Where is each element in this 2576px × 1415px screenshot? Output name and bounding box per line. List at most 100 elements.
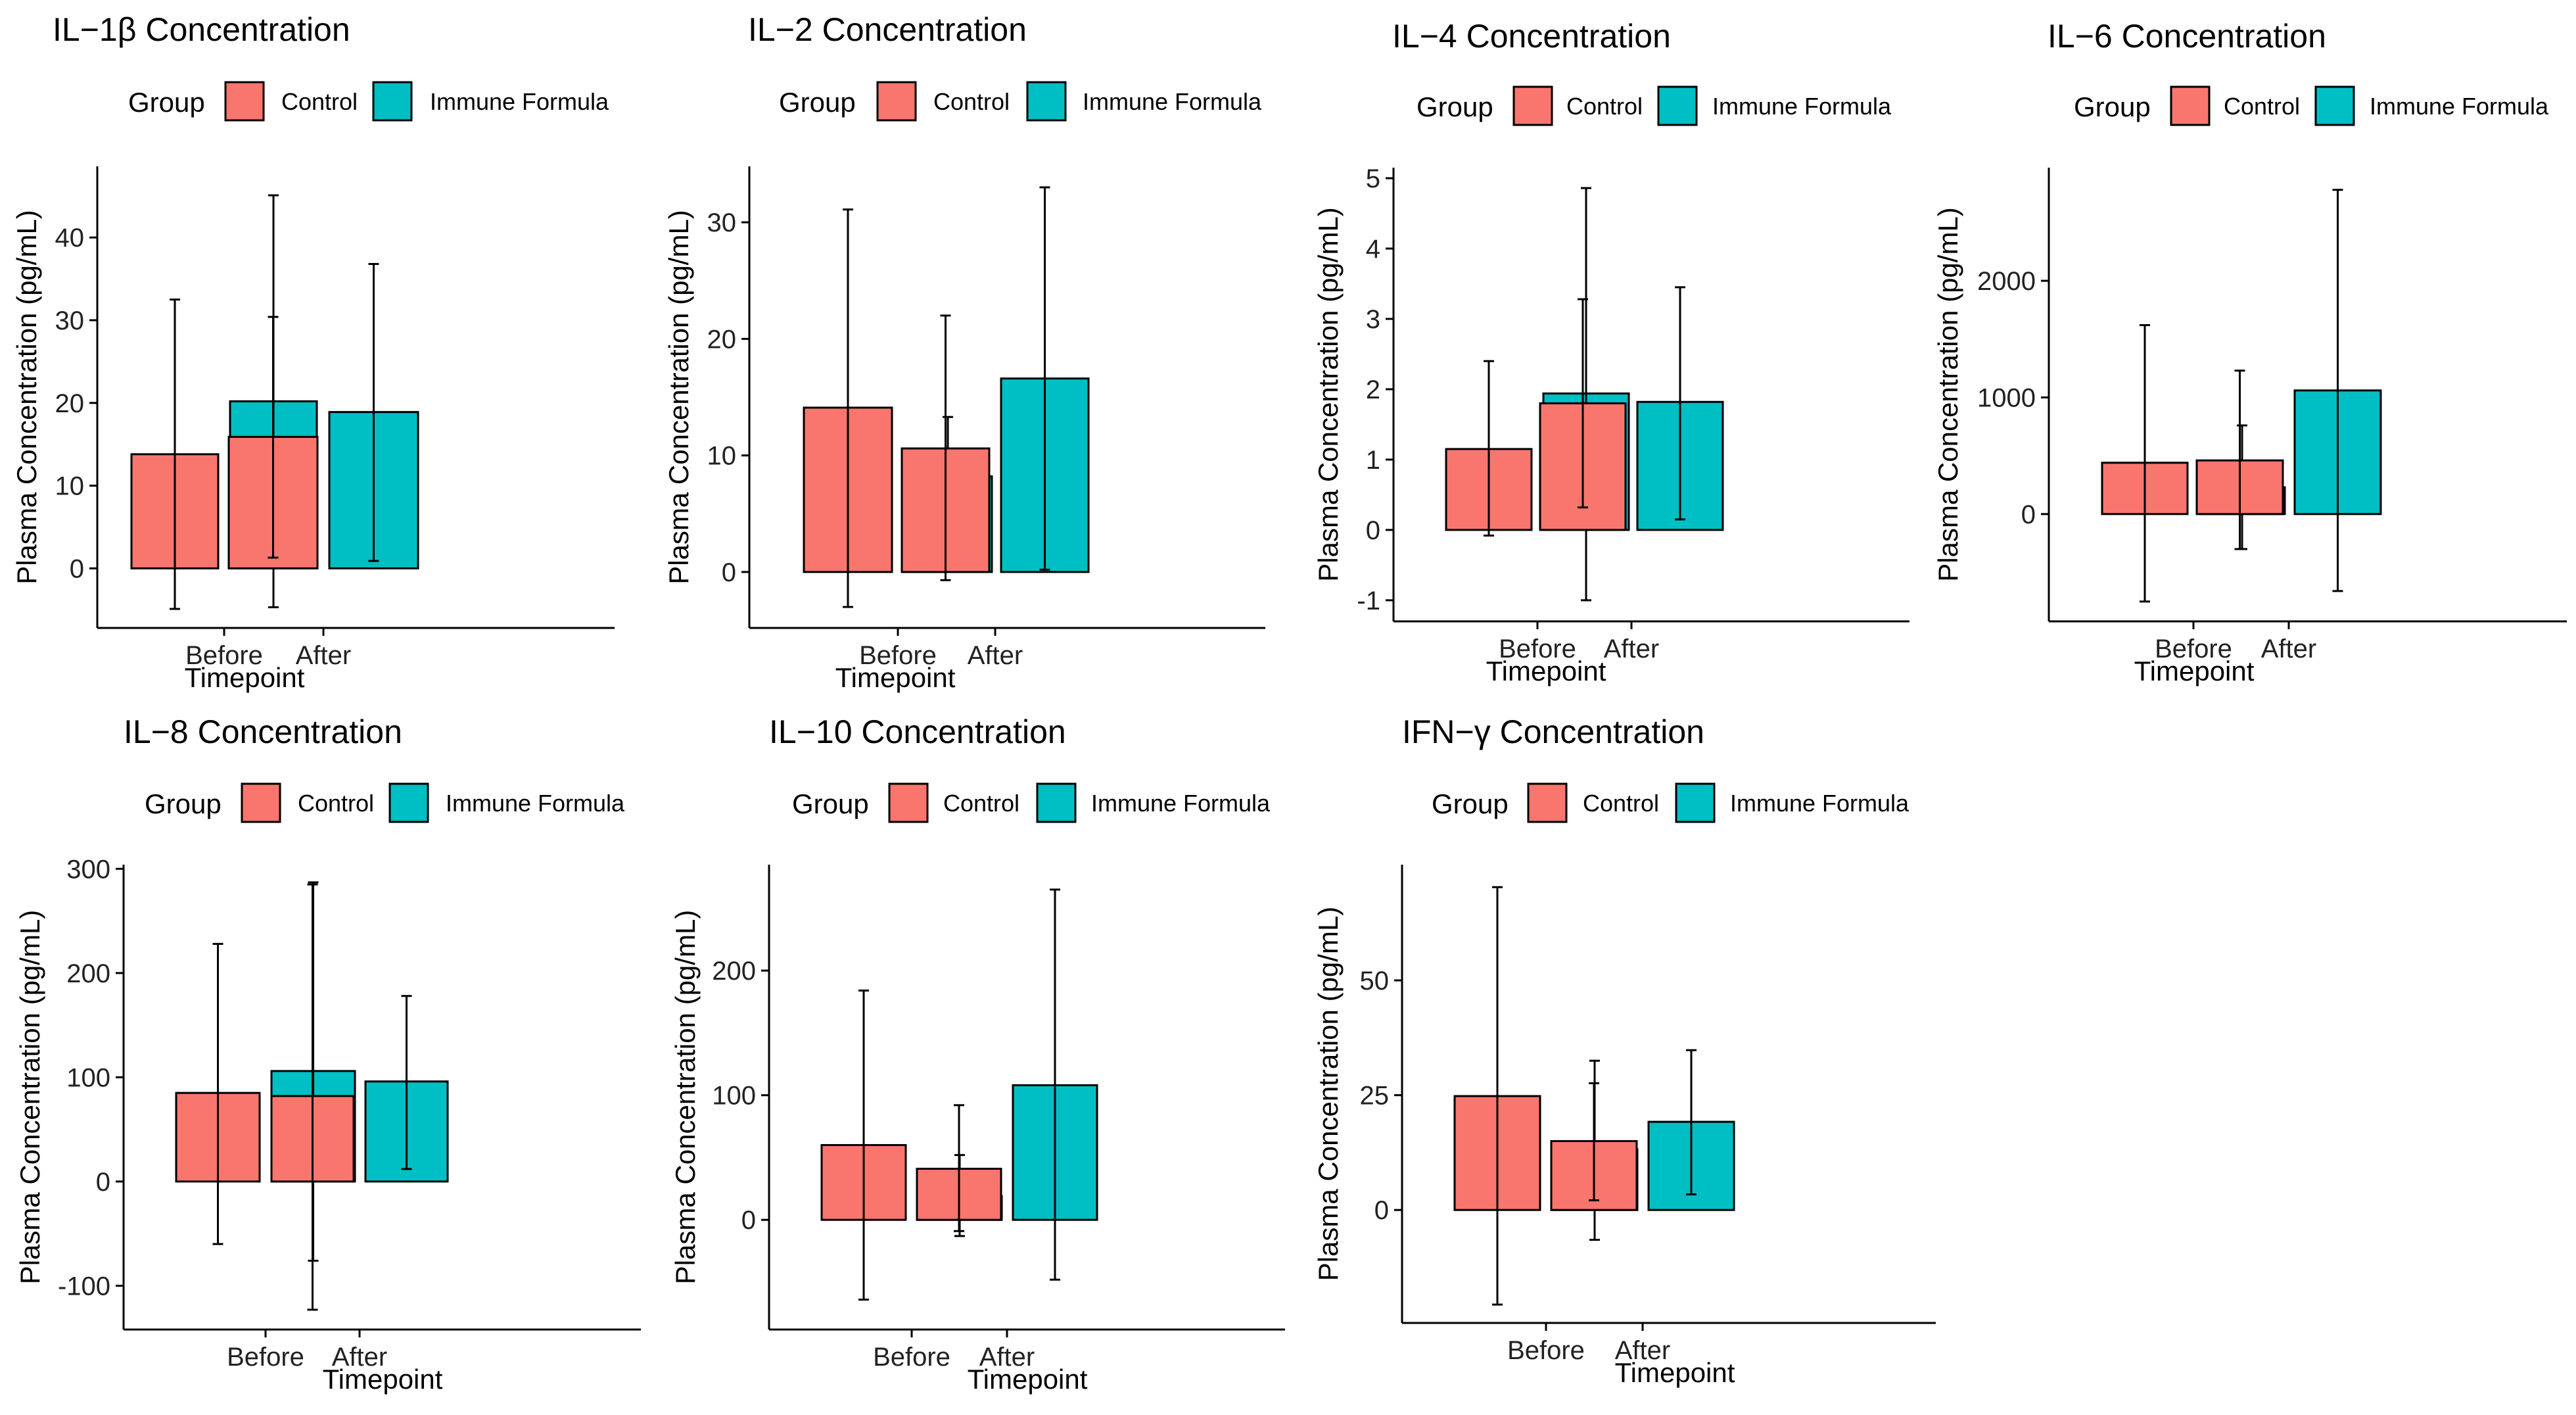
legend: Group Control Immune Formula xyxy=(1432,782,1909,823)
y-tick-label: 100 xyxy=(66,1063,110,1092)
chart-title: IL−2 Concentration xyxy=(748,11,1027,48)
legend-swatch-immune-formula xyxy=(1036,782,1077,823)
legend-swatch-control xyxy=(1527,782,1568,823)
legend-label-control: Control xyxy=(933,88,1010,115)
legend-label-immune-formula: Immune Formula xyxy=(1730,790,1909,817)
chart-title: IL−1β Concentration xyxy=(53,11,350,48)
y-tick-label: 10 xyxy=(55,472,85,501)
x-tick-label-after: After xyxy=(332,1343,387,1372)
y-tick-label: 0 xyxy=(1366,516,1380,545)
chart-panel-6: IL−10 Concentration Group Control Immune Fo… xyxy=(670,713,1285,1395)
chart-panel-1: IL−1β Concentration Group Control Immune Fo… xyxy=(11,11,615,693)
y-axis-title: Plasma Concentration (pg/mL) xyxy=(14,910,45,1285)
legend-label-immune-formula: Immune Formula xyxy=(2370,93,2549,120)
legend-label-immune-formula: Immune Formula xyxy=(1091,790,1271,817)
x-tick-label-after: After xyxy=(979,1343,1035,1372)
chart-title: IL−10 Concentration xyxy=(769,713,1066,750)
legend-label-immune-formula: Immune Formula xyxy=(1083,88,1262,115)
x-axis-title: Timepoint xyxy=(323,1364,443,1395)
y-tick-label: 0 xyxy=(1374,1196,1389,1225)
legend: Group Control Immune Formula xyxy=(128,81,609,122)
chart-panel-3: IL−4 Concentration Group Control Immune For… xyxy=(1313,18,1909,686)
chart-title: IL−8 Concentration xyxy=(124,713,402,750)
y-tick-label: 4 xyxy=(1366,235,1380,264)
x-axis-title: Timepoint xyxy=(968,1364,1088,1395)
y-tick-label: 10 xyxy=(707,442,737,471)
x-tick-label-after: After xyxy=(2261,635,2316,663)
legend-swatch-control xyxy=(1512,85,1553,126)
y-tick-label: 1000 xyxy=(1977,383,2036,412)
legend: Group Control Immune Formula xyxy=(145,782,625,823)
y-tick-label: -1 xyxy=(1357,587,1380,615)
x-axis-title: Timepoint xyxy=(1615,1357,1735,1388)
legend-title: Group xyxy=(1432,788,1509,819)
legend-swatch-immune-formula xyxy=(2314,85,2355,126)
legend-swatch-control xyxy=(888,782,929,823)
x-tick-label-after: After xyxy=(1615,1336,1670,1365)
y-axis-title: Plasma Concentration (pg/mL) xyxy=(1313,907,1344,1282)
x-tick-label-before: Before xyxy=(1507,1336,1585,1365)
x-tick-label-before: Before xyxy=(873,1343,950,1372)
x-axis-title: Timepoint xyxy=(2134,656,2255,686)
y-axis-title: Plasma Concentration (pg/mL) xyxy=(663,210,694,585)
legend-swatch-control xyxy=(2170,85,2211,126)
y-tick-label: 20 xyxy=(55,389,85,418)
y-axis-title: Plasma Concentration (pg/mL) xyxy=(670,910,701,1285)
legend-swatch-immune-formula xyxy=(1026,81,1067,122)
y-tick-label: 200 xyxy=(66,959,110,988)
x-tick-label-before: Before xyxy=(1499,635,1576,663)
x-tick-label-after: After xyxy=(968,641,1023,670)
legend-label-control: Control xyxy=(1583,790,1659,817)
legend-title: Group xyxy=(1417,91,1493,122)
legend-title: Group xyxy=(145,788,222,819)
legend-swatch-control xyxy=(224,81,265,122)
y-axis-title: Plasma Concentration (pg/mL) xyxy=(1932,207,1963,582)
y-tick-label: 0 xyxy=(96,1168,110,1197)
legend-label-control: Control xyxy=(281,88,358,115)
chart-title: IL−4 Concentration xyxy=(1392,18,1671,55)
legend-label-control: Control xyxy=(298,790,374,817)
y-tick-label: 0 xyxy=(722,558,736,587)
legend-title: Group xyxy=(779,87,856,118)
x-tick-label-before: Before xyxy=(227,1343,304,1372)
legend-swatch-immune-formula xyxy=(388,782,429,823)
y-tick-label: 20 xyxy=(707,325,737,354)
legend: Group Control Immune Formula xyxy=(792,782,1271,823)
x-tick-label-before: Before xyxy=(859,641,937,670)
legend-swatch-immune-formula xyxy=(1657,85,1698,126)
legend: Group Control Immune Formula xyxy=(1417,85,1892,126)
y-tick-label: 50 xyxy=(1360,967,1390,995)
legend-swatch-immune-formula xyxy=(1675,782,1716,823)
chart-panel-7: IFN−γ Concentration Group Control Immune Fo… xyxy=(1313,713,1936,1388)
x-tick-label-after: After xyxy=(296,641,351,670)
x-axis-title: Timepoint xyxy=(185,662,305,693)
legend: Group Control Immune Formula xyxy=(2074,85,2549,126)
y-axis-title: Plasma Concentration (pg/mL) xyxy=(1313,207,1344,582)
y-tick-label: 3 xyxy=(1366,305,1380,334)
legend-title: Group xyxy=(128,87,205,118)
y-tick-label: 0 xyxy=(70,554,84,583)
legend-label-immune-formula: Immune Formula xyxy=(430,88,609,115)
y-tick-label: 100 xyxy=(712,1082,756,1111)
legend-label-control: Control xyxy=(2224,93,2300,120)
chart-panel-2: IL−2 Concentration Group Control Immune For… xyxy=(663,11,1265,693)
y-tick-label: 30 xyxy=(55,306,85,335)
legend-swatch-immune-formula xyxy=(372,81,413,122)
y-tick-label: 30 xyxy=(707,208,737,237)
legend-label-control: Control xyxy=(943,790,1019,817)
y-tick-label: 40 xyxy=(55,224,85,252)
x-axis-title: Timepoint xyxy=(835,662,956,693)
x-tick-label-after: After xyxy=(1604,635,1659,663)
y-tick-label: -100 xyxy=(58,1272,110,1301)
y-axis-title: Plasma Concentration (pg/mL) xyxy=(11,210,42,585)
x-tick-label-before: Before xyxy=(185,641,263,670)
y-tick-label: 2 xyxy=(1366,375,1380,404)
y-tick-label: 5 xyxy=(1366,164,1380,193)
y-tick-label: 300 xyxy=(66,855,110,884)
chart-title: IL−6 Concentration xyxy=(2048,18,2326,55)
chart-title: IFN−γ Concentration xyxy=(1402,713,1704,750)
x-axis-title: Timepoint xyxy=(1486,656,1606,686)
y-tick-label: 0 xyxy=(2021,500,2036,529)
y-tick-label: 25 xyxy=(1360,1082,1390,1111)
